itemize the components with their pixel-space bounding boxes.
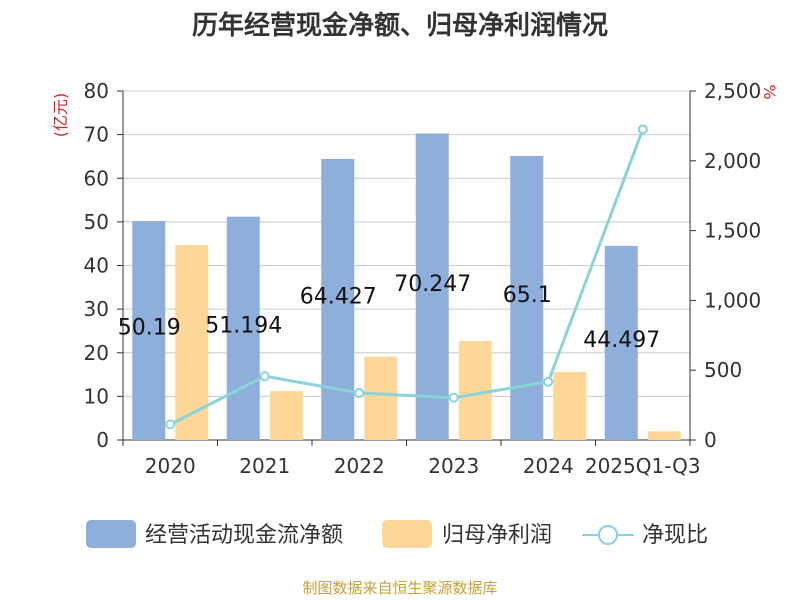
grid: [123, 90, 690, 441]
bar-cashflow: [415, 133, 449, 440]
x-tick-label: 2020: [145, 454, 196, 478]
data-label-cashflow: 51.194: [205, 313, 282, 338]
left-tick-label: 70: [84, 123, 109, 147]
bars: [132, 133, 681, 441]
data-label-cashflow: 70.247: [394, 272, 471, 297]
bar-profit: [647, 431, 681, 440]
right-tick-label: 500: [704, 358, 742, 382]
bar-profit: [269, 391, 303, 440]
bar-cashflow: [132, 221, 166, 440]
ratio-point: [259, 371, 270, 382]
right-tick-label: 2,500: [704, 79, 761, 103]
x-tick-label: 2022: [334, 454, 385, 478]
ratio-point: [165, 419, 176, 430]
x-tick-label: 2021: [239, 454, 290, 478]
source-note: 制图数据来自恒生聚源数据库: [302, 579, 497, 597]
data-label-cashflow: 44.497: [583, 328, 660, 353]
x-axis: 2020 2021 2022 2023 2024 2025Q1-Q3: [122, 439, 701, 478]
legend-item-profit[interactable]: 归母净利润: [382, 520, 552, 548]
legend-swatch-cashflow: [86, 520, 136, 548]
data-label-cashflow: 64.427: [300, 284, 377, 309]
right-tick-label: 2,000: [704, 149, 761, 173]
data-labels: 50.19 51.194 64.427 70.247 65.1 44.497: [118, 272, 660, 353]
left-tick-label: 20: [84, 341, 109, 365]
data-label-cashflow: 65.1: [503, 283, 552, 308]
left-tick-label: 50: [84, 210, 109, 234]
left-tick-label: 10: [84, 384, 109, 408]
chart-title: 历年经营现金净额、归母净利润情况: [192, 10, 608, 41]
left-axis-unit: (亿元): [51, 93, 70, 138]
left-axis: 0 10 20 30 40 50 60 70 80: [84, 79, 124, 452]
bar-profit: [175, 244, 209, 440]
bar-profit: [458, 340, 492, 440]
right-axis: 0 500 1,000 1,500 2,000 2,500: [689, 79, 761, 452]
left-tick-label: 30: [84, 297, 109, 321]
legend-label-cashflow: 经营活动现金流净额: [145, 523, 343, 548]
legend-marker-ratio: [598, 525, 618, 545]
left-tick-label: 80: [84, 79, 109, 103]
ratio-point: [543, 376, 554, 387]
right-tick-label: 1,000: [704, 288, 761, 312]
ratio-point: [637, 124, 648, 135]
legend-swatch-profit: [382, 520, 432, 548]
bar-cashflow: [321, 158, 355, 441]
x-tick-label: 2025Q1-Q3: [585, 454, 701, 478]
legend-label-ratio: 净现比: [642, 523, 708, 548]
ratio-line: [165, 124, 648, 430]
left-tick-label: 40: [84, 254, 109, 278]
ratio-point: [448, 392, 459, 403]
x-tick-label: 2024: [523, 454, 574, 478]
x-tick-label: 2023: [428, 454, 479, 478]
left-tick-label: 60: [84, 166, 109, 190]
bar-cashflow: [604, 245, 638, 440]
right-axis-unit: %: [760, 84, 779, 99]
legend-item-ratio[interactable]: 净现比: [582, 523, 708, 548]
bar-profit: [553, 371, 587, 440]
ratio-point: [354, 387, 365, 398]
bar-cashflow: [510, 156, 544, 440]
ratio-line-path: [169, 128, 645, 426]
bar-cashflow: [226, 216, 260, 440]
legend-item-cashflow[interactable]: 经营活动现金流净额: [86, 520, 343, 548]
left-tick-label: 0: [96, 428, 109, 452]
right-tick-label: 1,500: [704, 219, 761, 243]
right-tick-label: 0: [704, 428, 717, 452]
legend: 经营活动现金流净额 归母净利润 净现比: [86, 520, 708, 548]
data-label-cashflow: 50.19: [118, 316, 181, 341]
bar-profit: [364, 356, 398, 440]
legend-label-profit: 归母净利润: [442, 523, 552, 548]
